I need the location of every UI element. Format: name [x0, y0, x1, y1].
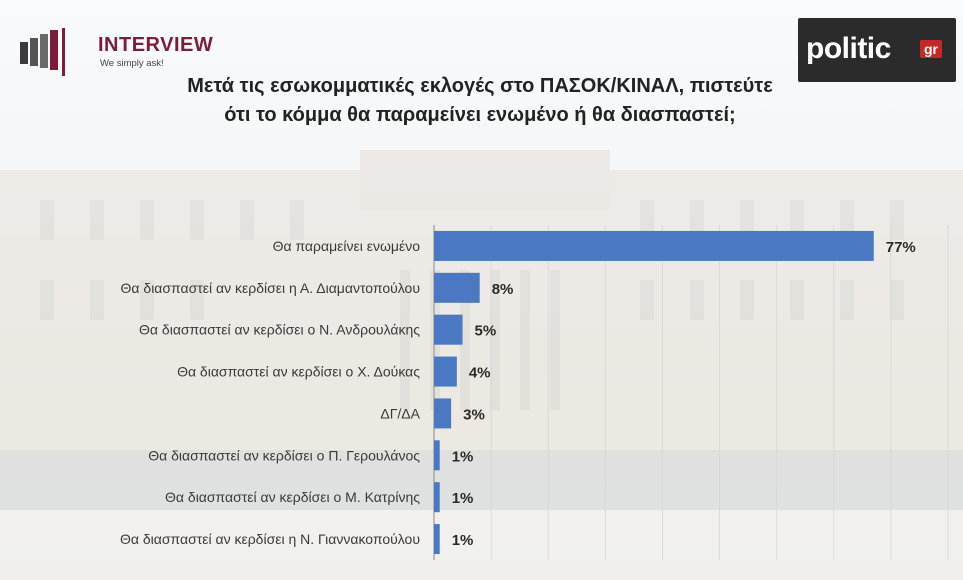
category-label: Θα διασπαστεί αν κερδίσει η Α. Διαμαντοπ… — [121, 280, 420, 296]
value-label: 5% — [475, 323, 497, 340]
bar — [434, 398, 452, 429]
chart-title: Μετά τις εσωκομματικές εκλογές στο ΠΑΣΟΚ… — [187, 75, 773, 126]
bar — [434, 482, 440, 513]
bar — [434, 524, 440, 555]
interview-logo-mark-icon — [20, 28, 65, 76]
category-label: Θα διασπαστεί αν κερδίσει ο Ν. Ανδρουλάκ… — [139, 322, 420, 338]
politic-logo-wordmark: politic — [806, 32, 891, 65]
category-label: Θα παραμείνει ενωμένο — [273, 238, 421, 254]
bar — [434, 230, 874, 261]
category-label: Θα διασπαστεί αν κερδίσει ο Π. Γερουλάνο… — [148, 447, 420, 463]
value-label: 1% — [452, 490, 474, 507]
category-label: Θα διασπαστεί αν κερδίσει η Ν. Γιαννακοπ… — [120, 531, 420, 547]
politic-logo-suffix: gr — [920, 40, 942, 58]
politic-logo: politic gr — [798, 18, 956, 82]
category-label: Θα διασπαστεί αν κερδίσει ο Μ. Κατρίνης — [165, 489, 420, 505]
interview-logo-wordmark: INTERVIEW — [98, 34, 214, 56]
value-label: 4% — [469, 365, 491, 382]
interview-logo-tagline: We simply ask! — [100, 58, 164, 69]
category-label: Θα διασπαστεί αν κερδίσει ο Χ. Δούκας — [177, 364, 420, 380]
interview-logo: INTERVIEW We simply ask! — [18, 26, 248, 80]
value-label: 3% — [463, 406, 485, 423]
value-label: 77% — [886, 239, 916, 256]
value-label: 8% — [492, 281, 514, 298]
value-label: 1% — [452, 532, 474, 549]
parliament-building-image — [0, 150, 963, 510]
category-label: ΔΓ/ΔΑ — [380, 405, 420, 421]
bar — [434, 314, 463, 345]
bar — [434, 272, 480, 303]
bar — [434, 440, 440, 471]
value-label: 1% — [452, 448, 474, 465]
bar — [434, 356, 457, 387]
gridlines — [433, 225, 949, 560]
